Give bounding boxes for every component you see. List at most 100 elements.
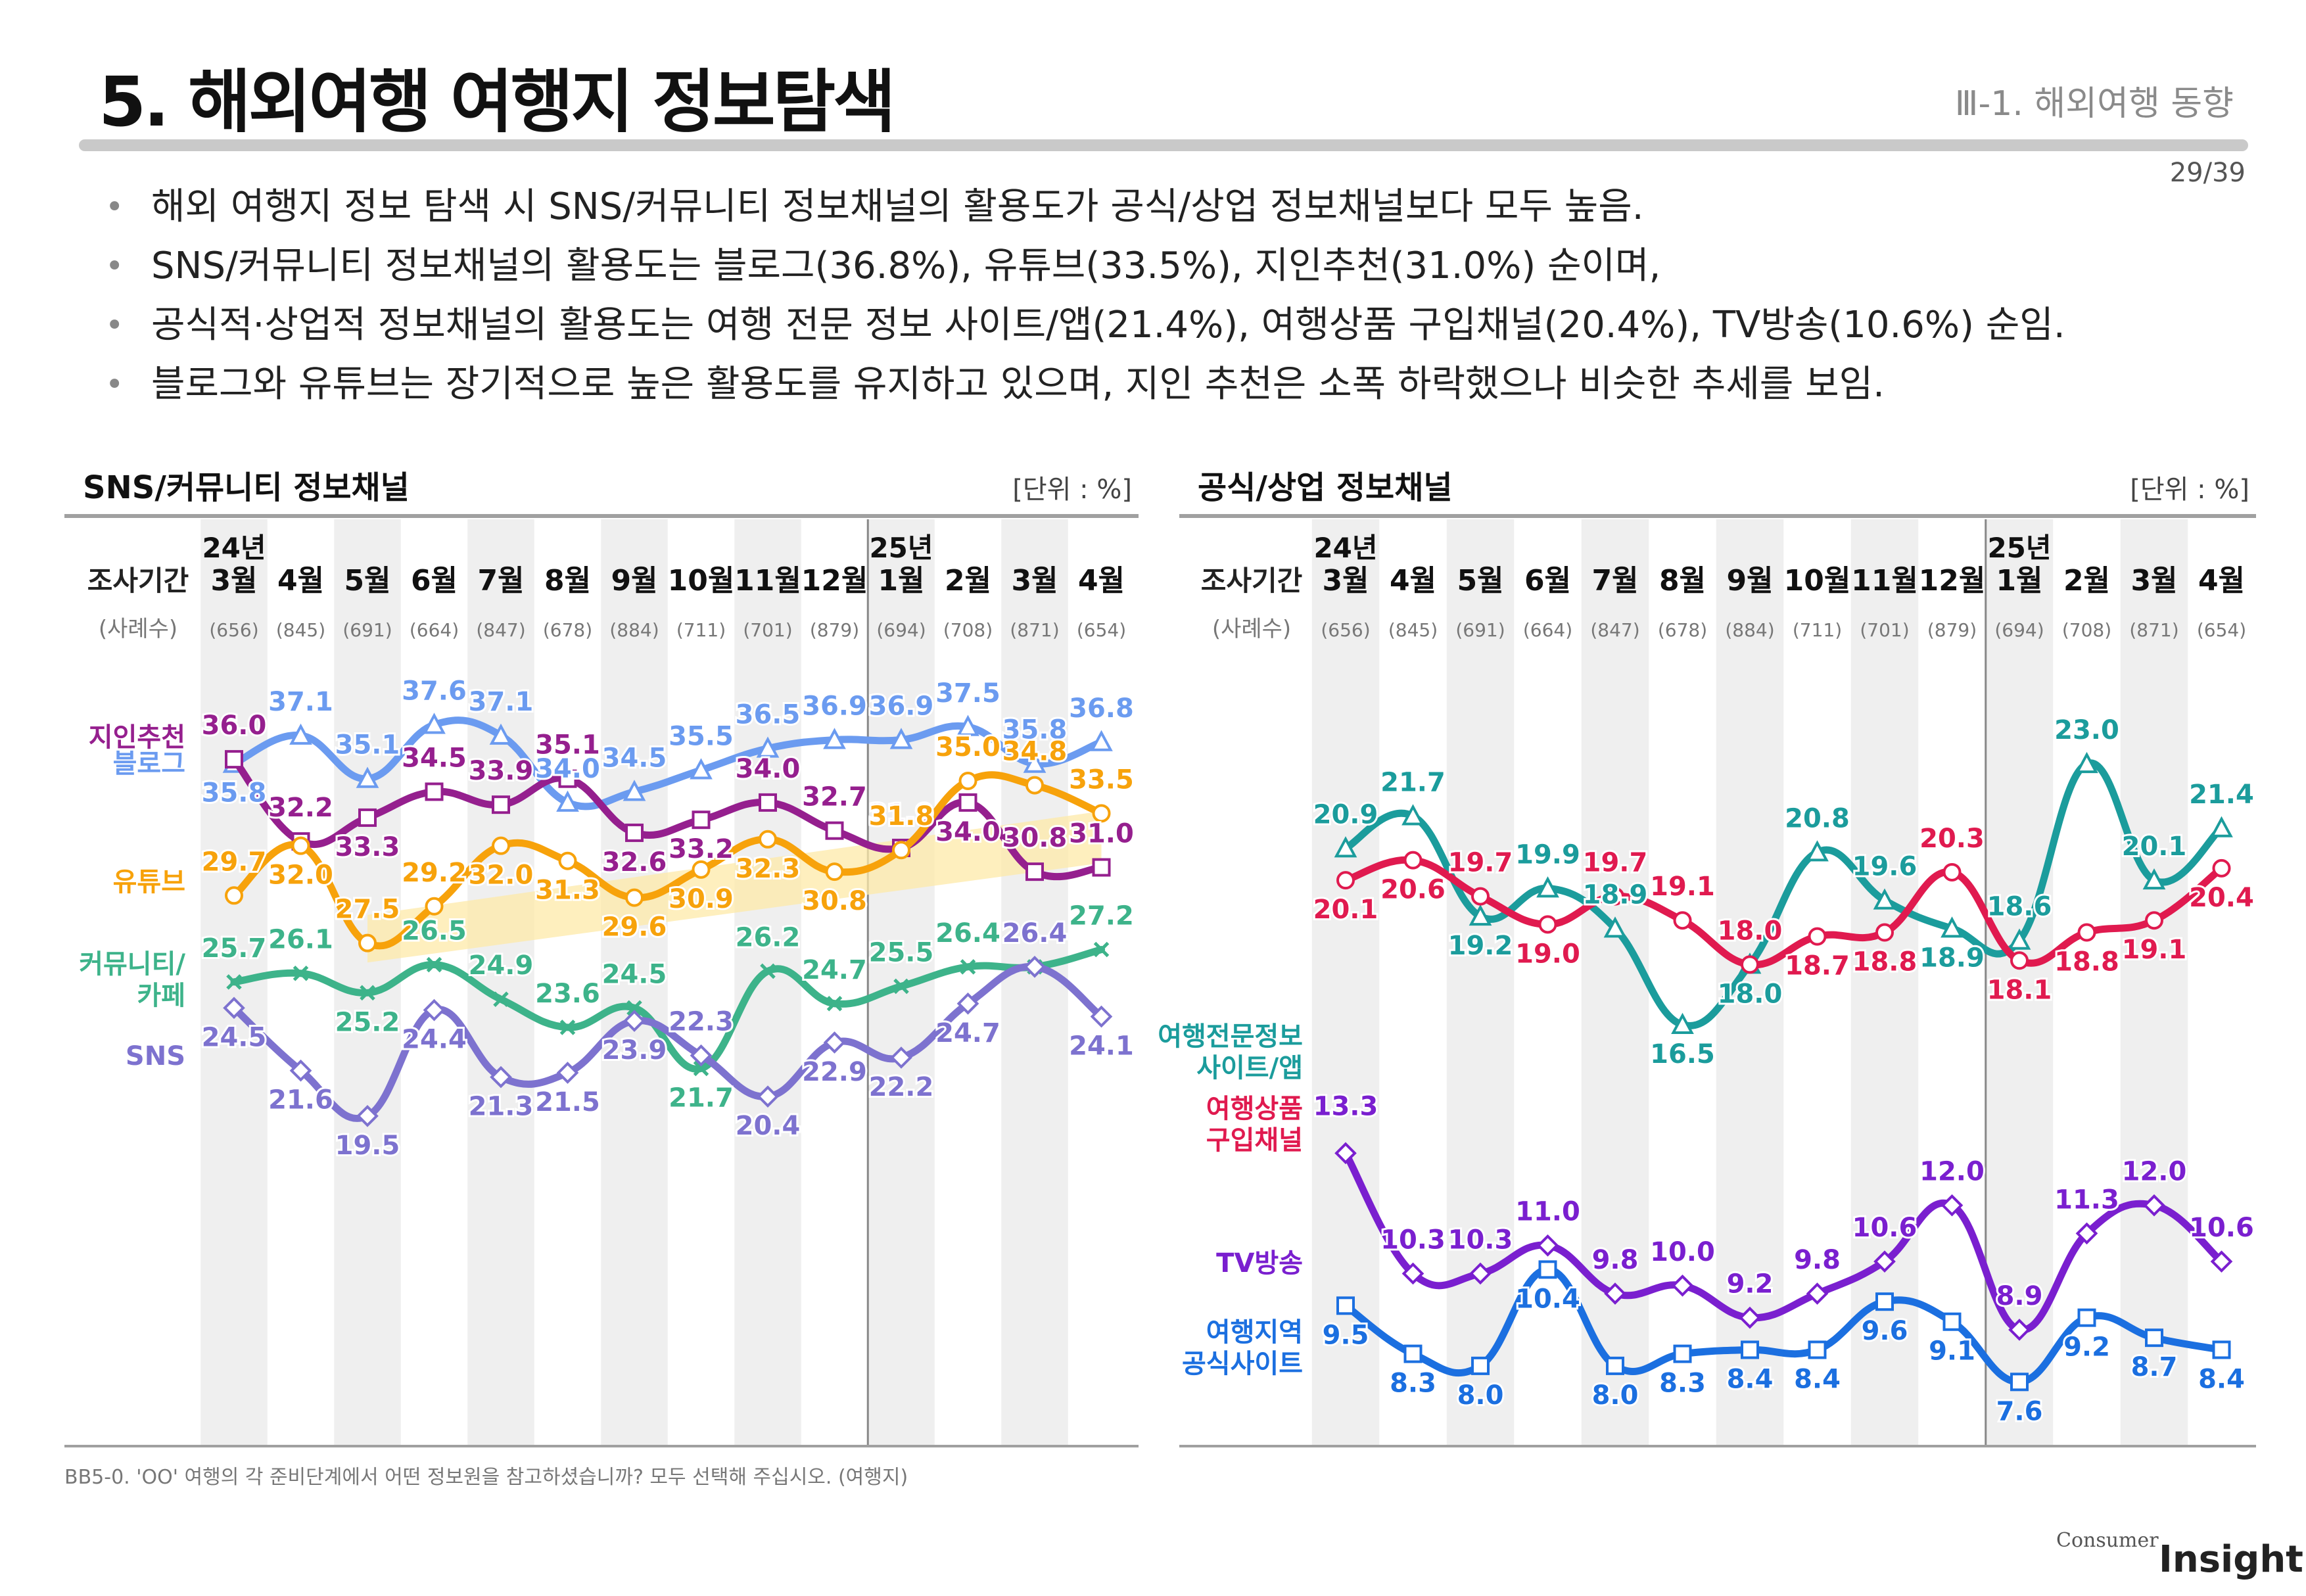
data-point	[2075, 1222, 2098, 1245]
data-label: 34.8	[1002, 737, 1068, 767]
data-point	[690, 758, 713, 780]
data-point	[1808, 1340, 1827, 1359]
data-label: 18.1	[1987, 975, 2052, 1005]
data-point	[756, 736, 780, 758]
data-label: 19.1	[1650, 872, 1715, 902]
sample-size-label: (656)	[1321, 619, 1370, 641]
month-tick-label: 5월	[1457, 564, 1503, 598]
data-label: 22.9	[802, 1057, 867, 1087]
column-band	[1001, 519, 1068, 1446]
n-row-label: (사례수)	[1212, 616, 1291, 642]
data-point	[1875, 1292, 1894, 1311]
data-point	[692, 860, 711, 879]
series-name-label: 지인추천	[89, 722, 185, 753]
month-tick-label: 10월	[668, 564, 735, 598]
bullet-item: 공식적·상업적 정보채널의 활용도는 여행 전문 정보 사이트/앱(21.4%)…	[105, 296, 2065, 355]
data-label: 19.2	[1448, 931, 1513, 961]
data-label: 10.3	[1380, 1225, 1446, 1255]
data-label: 31.8	[869, 801, 934, 832]
data-point	[1336, 1296, 1355, 1315]
consumer-insight-logo: Consumer Insight	[2056, 1525, 2303, 1581]
data-label: 33.9	[469, 756, 534, 786]
column-band	[1850, 519, 1919, 1446]
data-label: 35.8	[202, 778, 267, 809]
data-label: 20.1	[2122, 832, 2187, 862]
sample-size-label: (884)	[609, 619, 659, 641]
data-label: 21.4	[2189, 780, 2254, 810]
data-label: 19.5	[335, 1131, 400, 1161]
data-label: 25.5	[869, 937, 934, 968]
data-point	[693, 1060, 709, 1077]
data-point	[1401, 804, 1424, 826]
data-label: 32.0	[469, 860, 534, 891]
data-point	[823, 1031, 846, 1054]
data-label: 35.1	[335, 730, 400, 761]
month-tick-label: 2월	[945, 564, 991, 598]
data-point	[1469, 904, 1492, 926]
data-label: 8.4	[2198, 1364, 2245, 1394]
month-tick-label: 6월	[411, 564, 458, 598]
data-point	[1604, 1282, 1626, 1305]
data-label: 33.3	[335, 832, 400, 862]
data-point	[225, 750, 243, 769]
data-point	[2212, 858, 2231, 878]
sample-size-label: (691)	[1455, 619, 1505, 641]
series-line	[1342, 1265, 2225, 1386]
data-label: 31.0	[1069, 819, 1134, 849]
data-label: 30.8	[802, 886, 867, 916]
data-point	[892, 841, 910, 860]
data-point	[356, 766, 379, 788]
data-point	[425, 897, 444, 916]
data-point	[2010, 951, 2029, 970]
data-label: 21.3	[469, 1092, 534, 1122]
data-label: 20.3	[1919, 824, 1985, 854]
data-label: 18.7	[1785, 951, 1850, 981]
data-point	[2145, 1328, 2163, 1348]
month-tick-label: 4월	[277, 564, 324, 598]
data-label: 32.7	[802, 782, 867, 812]
month-tick-label: 9월	[611, 564, 657, 598]
series-1	[1336, 851, 2231, 974]
logo-word-bottom: Insight	[2159, 1538, 2303, 1581]
data-point	[1671, 1012, 1694, 1034]
data-label: 36.0	[202, 711, 267, 741]
data-label: 25.7	[202, 933, 267, 964]
data-point	[2142, 868, 2166, 890]
data-point	[1806, 840, 1829, 862]
unit-label: [단위 : %]	[1012, 475, 1132, 505]
data-label: 32.6	[602, 847, 667, 878]
sample-size-label: (871)	[2129, 619, 2178, 641]
data-point	[889, 728, 913, 749]
series-name-label: 구입채널	[1206, 1125, 1303, 1156]
data-point	[759, 793, 777, 812]
series-name-label: 여행전문정보	[1158, 1021, 1303, 1052]
data-label: 29.7	[202, 847, 267, 877]
series-4	[223, 956, 1113, 1127]
sample-size-label: (871)	[1010, 619, 1059, 641]
data-point	[1606, 1356, 1624, 1375]
sample-size-label: (654)	[2197, 619, 2246, 641]
data-label: 37.1	[469, 687, 534, 717]
data-label: 32.2	[268, 793, 333, 823]
data-label: 19.9	[1515, 839, 1580, 870]
data-point	[1875, 923, 1894, 942]
bullet-item: 블로그와 유튜브는 장기적으로 높은 활용도를 유지하고 있으며, 지인 추천은…	[105, 355, 2065, 414]
data-label: 12.0	[2122, 1157, 2187, 1187]
bullet-item: 해외 여행지 정보 탐색 시 SNS/커뮤니티 정보채널의 활용도가 공식/상업…	[105, 177, 2065, 237]
data-point	[493, 991, 509, 1007]
column-band	[1716, 519, 1784, 1446]
data-point	[2143, 1194, 2165, 1217]
unit-label: [단위 : %]	[2130, 475, 2249, 505]
data-label: 25.2	[335, 1007, 400, 1037]
series-name-label: 카페	[137, 981, 185, 1011]
data-point	[623, 1010, 646, 1032]
series-line	[230, 946, 1105, 1073]
data-label: 23.0	[2054, 715, 2119, 745]
data-label: 23.9	[602, 1035, 667, 1066]
sample-size-label: (678)	[543, 619, 592, 641]
series-name-label: 유튜브	[113, 867, 185, 897]
data-point	[423, 998, 446, 1021]
data-label: 9.2	[1727, 1269, 1774, 1300]
data-point	[356, 1104, 379, 1127]
data-point	[825, 862, 844, 881]
